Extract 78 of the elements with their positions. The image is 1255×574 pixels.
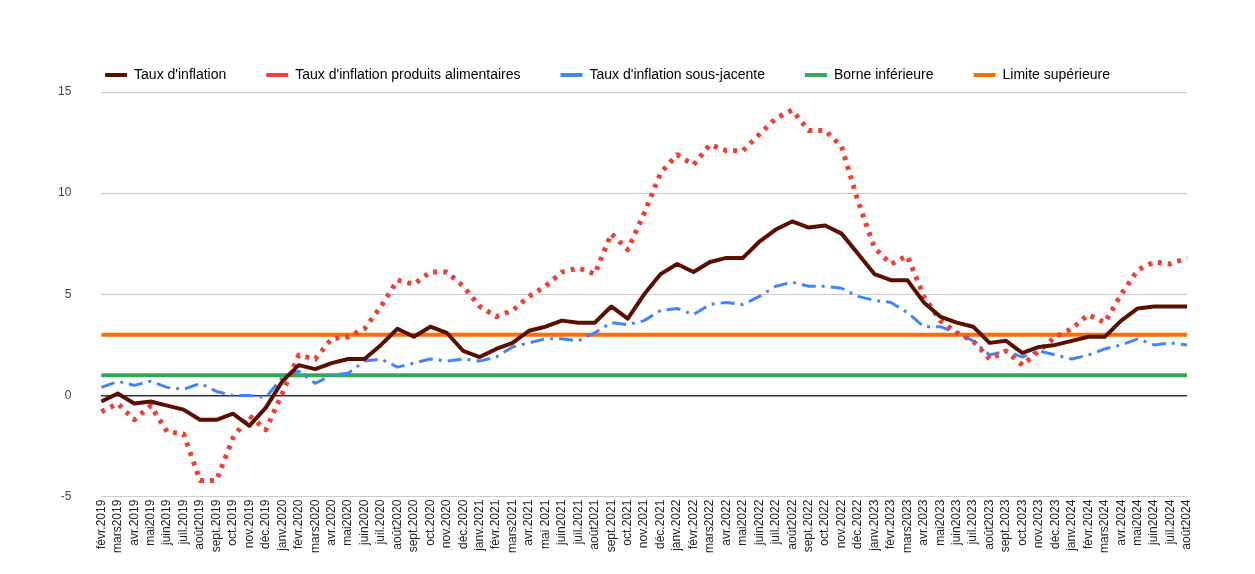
x-tick-label: juil.2019	[175, 499, 190, 546]
x-tick-label: mars2021	[504, 499, 519, 554]
x-tick-label: avr.2024	[1113, 499, 1128, 546]
x-tick-label: sept.2021	[603, 499, 618, 553]
x-tick-label: juin2021	[554, 499, 569, 547]
x-tick-label: juil.2020	[373, 499, 388, 546]
x-tick-label: juin2024	[1146, 499, 1161, 547]
x-tick-label: mars2022	[702, 499, 717, 554]
x-tick-label: août2021	[587, 499, 602, 550]
x-tick-label: juil.2022	[768, 499, 783, 546]
x-tick-label: févr.2019	[93, 499, 108, 550]
x-tick-label: juin2019	[159, 499, 174, 547]
x-tick-label: mars2024	[1097, 499, 1112, 554]
x-tick-label: sept.2022	[800, 499, 815, 553]
x-tick-label: déc.2022	[850, 499, 865, 550]
legend-label: Taux d'inflation produits alimentaires	[295, 65, 521, 82]
legend-label: Borne inférieure	[833, 65, 934, 82]
x-tick-label: févr.2022	[685, 499, 700, 550]
x-tick-label: mars2020	[307, 499, 322, 554]
x-tick-label: sept.2023	[998, 499, 1013, 553]
x-tick-label: janv.2024	[1064, 499, 1079, 552]
x-tick-label: juil.2023	[965, 499, 980, 546]
x-tick-label: nov.2022	[833, 499, 848, 549]
x-tick-label: avr.2022	[718, 499, 733, 546]
x-tick-label: janv.2023	[866, 499, 881, 552]
x-tick-label: févr.2024	[1080, 499, 1095, 550]
x-tick-label: août2022	[784, 499, 799, 550]
legend-label: Taux d'inflation	[134, 65, 227, 82]
x-tick-label: juil.2021	[570, 499, 585, 546]
x-tick-label: mai 2021	[537, 499, 552, 550]
x-tick-label: juin2020	[356, 499, 371, 547]
x-tick-label: janv.2020	[274, 499, 289, 552]
x-tick-label: août2020	[389, 499, 404, 550]
x-tick-label: nov.2023	[1031, 499, 1046, 549]
x-tick-label: avr.2023	[916, 499, 931, 546]
x-tick-label: mai2022	[735, 499, 750, 546]
x-tick-label: avr.2021	[521, 499, 536, 546]
x-tick-label: févr.2023	[883, 499, 898, 550]
x-tick-label: mai2020	[340, 499, 355, 546]
x-tick-label: janv.2021	[471, 499, 486, 552]
x-tick-label: déc.2020	[455, 499, 470, 550]
x-tick-label: août2023	[981, 499, 996, 550]
x-tick-label: nov.2019	[241, 499, 256, 549]
x-tick-label: juil.2024	[1162, 499, 1177, 546]
x-tick-label: oct.2019	[225, 499, 240, 546]
x-tick-label: mars2023	[899, 499, 914, 554]
x-tick-label: mai2024	[1129, 499, 1144, 546]
x-tick-label: déc.2019	[258, 499, 273, 550]
x-tick-label: juin2023	[949, 499, 964, 547]
y-tick-label: 5	[64, 286, 72, 301]
line-series	[99, 280, 1189, 399]
legend-label: Taux d'inflation sous-jacente	[589, 65, 766, 82]
legend-label: Limite supérieure	[1002, 65, 1111, 82]
x-tick-label: juin2022	[751, 499, 766, 547]
x-tick-label: août2024	[1179, 499, 1194, 550]
x-tick-label: sept.2019	[208, 499, 223, 553]
x-tick-label: avr.2019	[126, 499, 141, 546]
x-tick-label: oct.2022	[817, 499, 832, 546]
x-tick-label: sept.2020	[406, 499, 421, 553]
y-tick-label: 0	[64, 387, 72, 402]
x-tick-label: déc.2023	[1047, 499, 1062, 550]
y-tick-label: 10	[57, 185, 72, 200]
x-tick-label: mars2019	[110, 499, 125, 554]
x-tick-label: oct.2021	[620, 499, 635, 546]
y-tick-label: 15	[57, 84, 72, 99]
x-tick-label: févr.2021	[488, 499, 503, 550]
x-tick-label: avr.2020	[323, 499, 338, 546]
x-tick-label: août2019	[192, 499, 207, 550]
x-tick-label: déc.2021	[652, 499, 667, 550]
y-tick-label: -5	[60, 488, 72, 503]
x-tick-label: févr.2020	[291, 499, 306, 550]
x-tick-label: janv.2022	[669, 499, 684, 552]
x-tick-label: oct.2020	[422, 499, 437, 546]
x-tick-label: mai2019	[143, 499, 158, 546]
x-tick-label: nov.2020	[439, 499, 454, 549]
x-tick-label: nov.2021	[636, 499, 651, 549]
x-tick-label: mai2023	[932, 499, 947, 546]
x-tick-label: oct.2023	[1014, 499, 1029, 546]
